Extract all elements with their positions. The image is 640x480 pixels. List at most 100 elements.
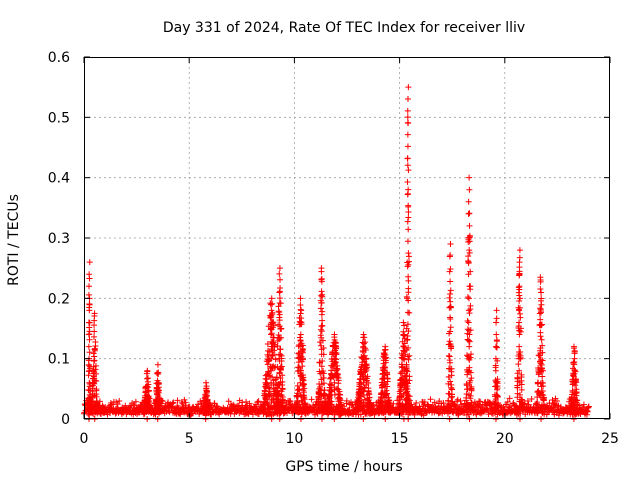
- data-point: [317, 399, 324, 406]
- data-point: [203, 409, 210, 416]
- data-point: [564, 410, 571, 417]
- data-point: [318, 311, 325, 318]
- x-tick-label: 5: [185, 431, 194, 447]
- data-point: [537, 356, 544, 363]
- data-point: [203, 397, 210, 404]
- data-point: [262, 394, 269, 401]
- data-point: [465, 337, 472, 344]
- data-point: [265, 384, 272, 391]
- data-point: [493, 338, 500, 345]
- data-point: [318, 392, 325, 399]
- data-point: [318, 265, 325, 272]
- data-point: [332, 339, 339, 346]
- data-point: [405, 297, 412, 304]
- data-point: [276, 288, 283, 295]
- data-point: [267, 391, 274, 398]
- data-point: [538, 361, 545, 368]
- data-point: [320, 374, 327, 381]
- data-point: [300, 380, 307, 387]
- data-point: [356, 383, 363, 390]
- data-point: [382, 355, 389, 362]
- data-point: [276, 404, 283, 411]
- data-point: [155, 388, 162, 395]
- data-point: [381, 379, 388, 386]
- data-point: [86, 336, 93, 343]
- data-point: [331, 331, 338, 338]
- data-point: [297, 295, 304, 302]
- data-point: [225, 398, 232, 405]
- data-point: [378, 405, 385, 412]
- data-point: [320, 351, 327, 358]
- data-point: [400, 331, 407, 338]
- data-point: [448, 368, 455, 375]
- data-point: [328, 388, 335, 395]
- data-point: [268, 355, 275, 362]
- data-point: [144, 407, 151, 414]
- data-point: [477, 398, 484, 405]
- data-point: [537, 305, 544, 312]
- data-point: [406, 309, 413, 316]
- data-point: [89, 398, 96, 405]
- data-point: [495, 408, 502, 415]
- data-point: [362, 347, 369, 354]
- data-point: [516, 295, 523, 302]
- data-point: [493, 343, 500, 350]
- data-point: [571, 367, 578, 374]
- data-point: [317, 305, 324, 312]
- data-point: [318, 404, 325, 411]
- data-point: [454, 396, 461, 403]
- y-tick-label: 0.1: [48, 352, 70, 368]
- data-point: [465, 210, 472, 217]
- data-point: [493, 319, 500, 326]
- data-point: [538, 289, 545, 296]
- data-point: [91, 322, 98, 329]
- data-point: [382, 403, 389, 410]
- data-point: [466, 310, 473, 317]
- data-point: [385, 396, 392, 403]
- data-point: [533, 401, 540, 408]
- data-point: [367, 402, 374, 409]
- data-point: [318, 381, 325, 388]
- data-point: [264, 380, 271, 387]
- data-point: [421, 399, 428, 406]
- data-point: [466, 367, 473, 374]
- data-point: [379, 376, 386, 383]
- data-point: [447, 287, 454, 294]
- data-point: [515, 324, 522, 331]
- data-point: [93, 400, 100, 407]
- grid-lines: [84, 57, 610, 419]
- data-point: [378, 382, 385, 389]
- x-tick-label: 15: [391, 431, 409, 447]
- data-point: [357, 366, 364, 373]
- data-point: [297, 331, 304, 338]
- data-point: [365, 397, 372, 404]
- data-point: [380, 360, 387, 367]
- data-point: [515, 289, 522, 296]
- data-point: [516, 319, 523, 326]
- data-point: [471, 399, 478, 406]
- data-point: [268, 367, 275, 374]
- data-point: [468, 385, 475, 392]
- data-point: [404, 333, 411, 340]
- data-point: [405, 226, 412, 233]
- data-point: [85, 343, 92, 350]
- data-point: [446, 353, 453, 360]
- data-point: [265, 352, 272, 359]
- data-point: [333, 407, 340, 414]
- data-point: [517, 396, 524, 403]
- data-point: [144, 367, 151, 374]
- data-point: [142, 389, 149, 396]
- data-point: [317, 332, 324, 339]
- data-point: [571, 379, 578, 386]
- data-point: [378, 390, 385, 397]
- data-point: [330, 364, 337, 371]
- data-point: [276, 317, 283, 324]
- data-point: [386, 409, 393, 416]
- data-point: [554, 397, 561, 404]
- data-point: [327, 405, 334, 412]
- data-point: [86, 307, 93, 314]
- data-point: [200, 409, 207, 416]
- data-point: [90, 368, 97, 375]
- data-point: [466, 210, 473, 217]
- data-point: [569, 400, 576, 407]
